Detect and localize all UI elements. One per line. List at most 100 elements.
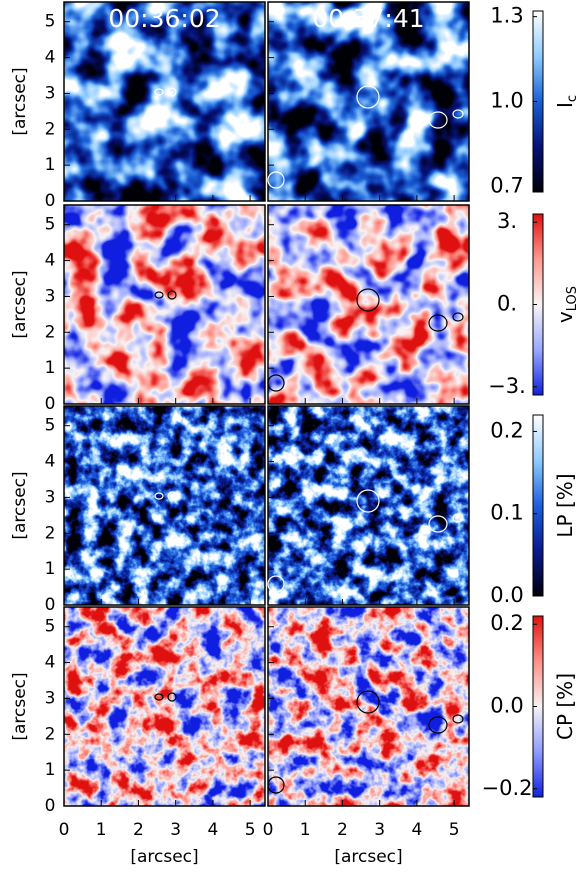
- colorbar-tick-label: −3.: [488, 374, 526, 398]
- contour: [452, 109, 464, 119]
- y-axis-label: [arcsec]: [10, 270, 30, 338]
- y-tick-label: 4: [45, 653, 56, 673]
- contour: [452, 714, 464, 724]
- contour: [428, 314, 448, 332]
- contour: [267, 776, 285, 794]
- map-image: [268, 2, 469, 201]
- map-image: [64, 406, 265, 605]
- label-sub: c: [565, 95, 580, 102]
- x-tick-label: 4: [207, 820, 218, 840]
- panel-frame: [267, 606, 470, 807]
- y-tick-label: 0: [45, 394, 56, 414]
- panel-title: 00:36:02: [108, 4, 220, 33]
- contour: [167, 491, 177, 501]
- x-axis-label: [arcsec]: [130, 847, 198, 867]
- y-axis-label: [arcsec]: [10, 672, 30, 740]
- colorbar: [532, 414, 544, 597]
- y-tick-label: 1: [45, 358, 56, 378]
- colorbar-tick-label: 1.0: [490, 89, 523, 113]
- y-tick-label: 1: [45, 559, 56, 579]
- y-tick-label: 5: [45, 617, 56, 637]
- map-image: [268, 205, 469, 404]
- x-tick-label: 5: [245, 820, 256, 840]
- contour: [267, 171, 285, 189]
- colorbar-tick-label: 0.0: [490, 583, 523, 607]
- label-main: I: [553, 102, 577, 108]
- colorbar-label: CP [%]: [553, 673, 577, 740]
- y-tick-label: 0: [45, 191, 56, 211]
- contour: [267, 374, 285, 392]
- y-tick-label: 2: [45, 724, 56, 744]
- x-tick-label: 1: [96, 820, 107, 840]
- x-tick-label: 1: [300, 820, 311, 840]
- colorbar-tick-label: 1.3: [490, 4, 523, 28]
- y-tick-label: 4: [45, 251, 56, 271]
- y-axis-label: [arcsec]: [10, 67, 30, 135]
- map-image: [64, 607, 265, 806]
- map-image: [268, 406, 469, 605]
- y-tick-label: 3: [45, 487, 56, 507]
- y-tick-label: 5: [45, 12, 56, 32]
- colorbar-label: Ic: [553, 95, 580, 108]
- panel-frame: [267, 204, 470, 405]
- contour: [452, 312, 464, 322]
- colorbar-tick-label: 0.7: [490, 173, 523, 197]
- contour: [154, 88, 164, 96]
- panel-frame: [267, 1, 470, 202]
- colorbar-tick-label: 0.2: [490, 611, 523, 635]
- y-tick-label: 2: [45, 523, 56, 543]
- contour: [356, 288, 380, 312]
- y-tick-label: 4: [45, 452, 56, 472]
- y-tick-label: 3: [45, 688, 56, 708]
- contour: [428, 716, 448, 734]
- contour: [428, 515, 448, 533]
- label-main: LP [%]: [553, 473, 577, 537]
- x-tick-label: 0: [263, 820, 274, 840]
- contour: [452, 513, 464, 523]
- x-tick-label: 2: [337, 820, 348, 840]
- panel-frame: [63, 1, 266, 202]
- x-tick-label: 5: [449, 820, 460, 840]
- panel-frame: [63, 204, 266, 405]
- map-image: [64, 205, 265, 404]
- colorbar-tick-label: 0.2: [490, 418, 523, 442]
- colorbar-tick-label: 0.0: [490, 694, 523, 718]
- colorbar-label: LP [%]: [553, 473, 577, 537]
- contour: [356, 489, 380, 513]
- panel-title: 00:37:41: [312, 4, 424, 33]
- y-tick-label: 3: [45, 286, 56, 306]
- y-tick-label: 0: [45, 595, 56, 615]
- colorbar-tick-label: −0.2: [482, 776, 533, 800]
- contour: [428, 111, 448, 129]
- y-tick-label: 5: [45, 215, 56, 235]
- map-image: [64, 2, 265, 201]
- x-axis-label: [arcsec]: [334, 847, 402, 867]
- contour: [154, 693, 164, 701]
- y-tick-label: 0: [45, 796, 56, 816]
- y-tick-label: 3: [45, 83, 56, 103]
- colorbar-tick-label: 3.: [497, 209, 517, 233]
- x-tick-label: 3: [170, 820, 181, 840]
- label-main: CP [%]: [553, 673, 577, 740]
- x-tick-label: 2: [133, 820, 144, 840]
- map-image: [268, 607, 469, 806]
- x-tick-label: 3: [374, 820, 385, 840]
- panel-frame: [63, 405, 266, 606]
- contour: [167, 87, 177, 97]
- contour: [356, 690, 380, 714]
- colorbar-label: vLOS: [553, 286, 580, 323]
- colorbar-tick-label: 0.1: [490, 501, 523, 525]
- colorbar-tick-label: 0.: [497, 292, 517, 316]
- contour: [267, 575, 285, 593]
- y-tick-label: 2: [45, 322, 56, 342]
- contour: [356, 85, 380, 109]
- contour: [154, 291, 164, 299]
- label-sub: LOS: [565, 286, 580, 311]
- contour: [154, 492, 164, 500]
- y-axis-label: [arcsec]: [10, 471, 30, 539]
- x-tick-label: 0: [59, 820, 70, 840]
- x-tick-label: 4: [411, 820, 422, 840]
- panel-frame: [267, 405, 470, 606]
- y-tick-label: 2: [45, 119, 56, 139]
